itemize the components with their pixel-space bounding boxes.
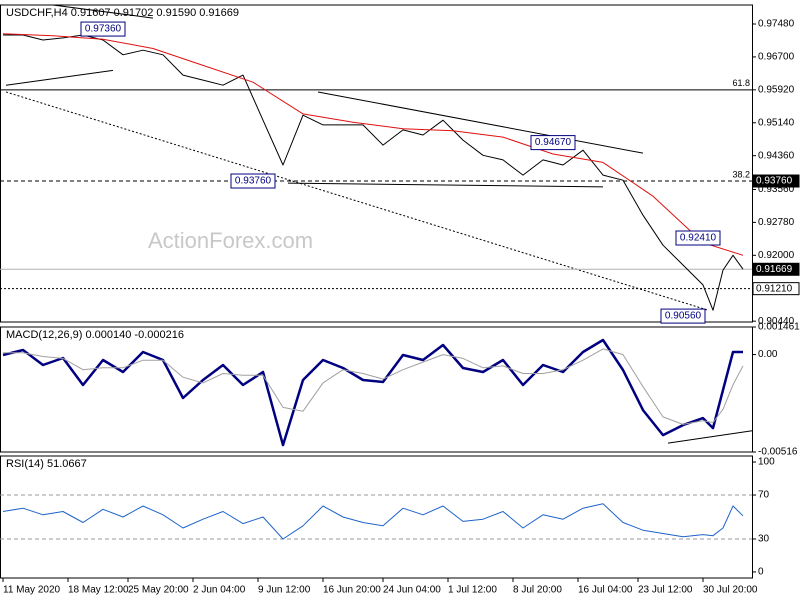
- y-tick-label: 0.96700: [758, 52, 795, 63]
- panel-title: RSI(14) 51.0667: [6, 458, 87, 470]
- annotation-box: [80, 21, 126, 37]
- y-tick-label: 0.90440: [758, 316, 795, 327]
- series-line: [3, 34, 744, 311]
- panel-title: USDCHF,H4 0.91607 0.91702 0.91590 0.9166…: [6, 7, 239, 19]
- annotation-box: [230, 173, 276, 189]
- level-label: 61.8: [732, 78, 750, 88]
- y-tick-label: 0.95920: [758, 84, 795, 95]
- x-tick-label: 16 Jul 04:00: [578, 585, 633, 596]
- series-line: [2, 503, 744, 540]
- y-tick-label: 100: [758, 457, 775, 468]
- trendline: [52, 4, 154, 19]
- series-line: [2, 33, 744, 256]
- series-line: [2, 338, 743, 447]
- x-tick-label: 9 Jun 12:00: [258, 585, 311, 596]
- annotation-box: [530, 135, 576, 151]
- x-tick-label: 1 Jul 12:00: [448, 585, 497, 596]
- y-tick-label: -0.00516: [758, 447, 798, 458]
- y-tick-label: 0.92000: [758, 250, 795, 261]
- y-tick-label: 0.001461: [758, 322, 800, 333]
- marker-label: 0.91669: [756, 264, 793, 275]
- y-tick-label: 0.97480: [758, 19, 795, 30]
- annotation-label: 0.93760: [235, 176, 272, 187]
- trendline: [287, 182, 604, 188]
- y-tick-label: 0.95140: [758, 117, 795, 128]
- y-tick-label: 30: [758, 534, 770, 545]
- annotation-box: [675, 230, 721, 246]
- panel-frame: [0, 455, 753, 579]
- panel-title: MACD(12,26,9) 0.000140 -0.000216: [6, 329, 184, 341]
- x-tick-label: 16 Jun 20:00: [323, 585, 381, 596]
- y-tick-label: 70: [758, 490, 770, 501]
- x-tick-label: 8 Jul 20:00: [513, 585, 562, 596]
- marker-label: 0.91210: [756, 283, 793, 294]
- panel-frame: [0, 326, 753, 453]
- watermark: ActionForex.com: [148, 228, 313, 253]
- marker-box: [752, 174, 800, 188]
- y-tick-label: 0.93560: [758, 184, 795, 195]
- marker-box: [752, 262, 800, 276]
- x-tick-label: 25 May 20:00: [128, 585, 189, 596]
- marker-label: 0.93760: [756, 176, 793, 187]
- marker-box: [752, 282, 800, 296]
- y-tick-label: 0.00: [758, 349, 778, 360]
- trendline: [5, 69, 114, 86]
- panel-frame: [0, 4, 753, 323]
- x-tick-label: 11 May 2020: [3, 585, 61, 596]
- annotation-label: 0.97360: [85, 24, 122, 35]
- annotation-label: 0.92410: [680, 233, 717, 244]
- series-line: [3, 348, 744, 425]
- annotation-box: [660, 308, 706, 324]
- x-tick-label: 23 Jul 12:00: [638, 585, 693, 596]
- y-tick-label: 0: [758, 567, 764, 578]
- trendline: [5, 91, 709, 311]
- x-tick-label: 30 Jul 20:00: [703, 585, 758, 596]
- trendline: [317, 91, 644, 154]
- level-label: 38.2: [732, 169, 750, 179]
- annotation-label: 0.90560: [665, 311, 702, 322]
- x-tick-label: 18 May 12:00: [68, 585, 129, 596]
- y-tick-label: 0.92780: [758, 217, 795, 228]
- x-tick-label: 2 Jun 04:00: [193, 585, 246, 596]
- annotation-label: 0.94670: [535, 137, 572, 148]
- x-tick-label: 24 Jun 04:00: [383, 585, 441, 596]
- y-tick-label: 0.94360: [758, 150, 795, 161]
- trendline: [667, 430, 754, 444]
